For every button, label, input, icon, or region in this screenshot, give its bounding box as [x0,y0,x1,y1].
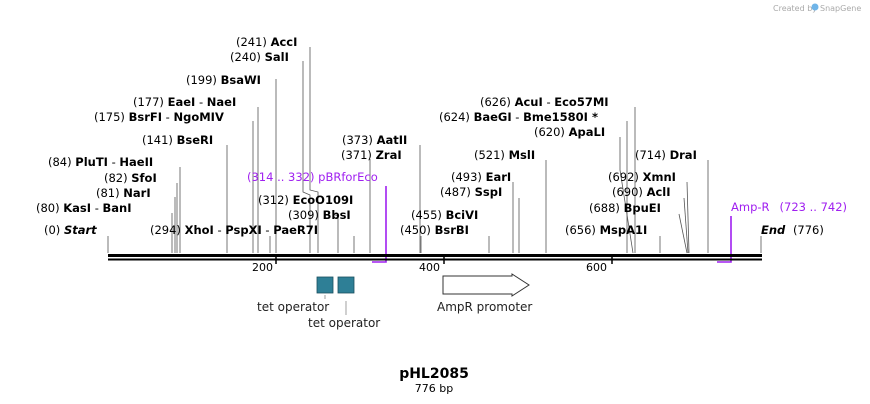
site-label: (175) BsrFI - NgoMIV [94,110,224,124]
site-label: (241) AccI [236,35,297,49]
site-label: (80) KasI - BanI [36,201,132,215]
plasmid-name: pHL2085 [399,366,469,382]
primer-arrow [372,186,387,263]
site-label: (624) BaeGI - Bme1580I * [439,110,598,124]
primer-label: Amp-R (723 .. 742) [731,200,847,214]
site-label-end: End (776) [761,223,824,237]
site-label: (373) AatII [342,133,407,147]
credit-brand: SnapGene [820,4,861,13]
site-label: (692) XmnI [608,170,676,184]
site-label: (309) BbsI [288,208,351,222]
site-label: (294) XhoI - PspXI - PaeR7I [150,223,318,237]
tick-label: 200 [252,261,273,274]
features: tet operator tet operator AmpR promoter [257,273,532,330]
ampr-promoter-label: AmpR promoter [437,300,532,314]
site-label: (450) BsrBI [400,223,469,237]
plasmid-title: pHL2085 776 bp [399,366,469,395]
site-label: (620) ApaLI [534,125,605,139]
site-label: (521) MslI [474,148,535,162]
site-label: (82) SfoI [104,171,157,185]
site-label: (81) NarI [96,186,151,200]
site-label: (455) BciVI [411,208,478,222]
site-label: (240) SalI [230,50,289,64]
site-label: (371) ZraI [341,148,402,162]
site-label: (626) AcuI - Eco57MI [480,95,609,109]
site-label: (714) DraI [635,148,697,162]
leader-lines [107,47,762,254]
tet-operator-label-1: tet operator [257,300,329,314]
tet-operator-box-2 [337,276,355,294]
credit: Created by SnapGene [773,3,861,13]
site-label: (141) BseRI [142,133,213,147]
tick-label: 600 [586,261,607,274]
primer-label: (314 .. 332) pBRforEco [247,170,378,184]
primer-amp-r: Amp-R (723 .. 742) [717,200,847,263]
primer-arrow [717,216,732,263]
snapgene-logo-icon [811,3,819,11]
site-labels: (241) AccI (240) SalI (199) BsaWI (177) … [36,35,824,237]
backbone-bottom-strand [108,258,762,261]
tet-operator-label-2: tet operator [308,316,380,330]
site-label: (312) EcoO109I [258,193,353,207]
credit-text: Created by [773,4,817,13]
site-label: (84) PluTI - HaeII [48,155,153,169]
backbone-top-strand [108,254,762,257]
site-label: (656) MspA1I [565,223,647,237]
tick-label: 400 [419,261,440,274]
tet-operator-box-1 [316,276,334,294]
site-label: (690) AclI [612,185,671,199]
backbone: 200 400 600 [108,254,762,274]
plasmid-length: 776 bp [415,382,453,395]
primer-pbrforeco: (314 .. 332) pBRforEco [247,170,387,263]
site-label: (199) BsaWI [186,73,261,87]
site-label: (487) SspI [440,185,502,199]
site-label: (493) EarI [451,170,511,184]
site-label-start: (0) Start [44,223,97,237]
site-label: (177) EaeI - NaeI [133,95,236,109]
ampr-promoter-arrow [442,273,530,297]
site-label: (688) BpuEI [589,201,661,215]
